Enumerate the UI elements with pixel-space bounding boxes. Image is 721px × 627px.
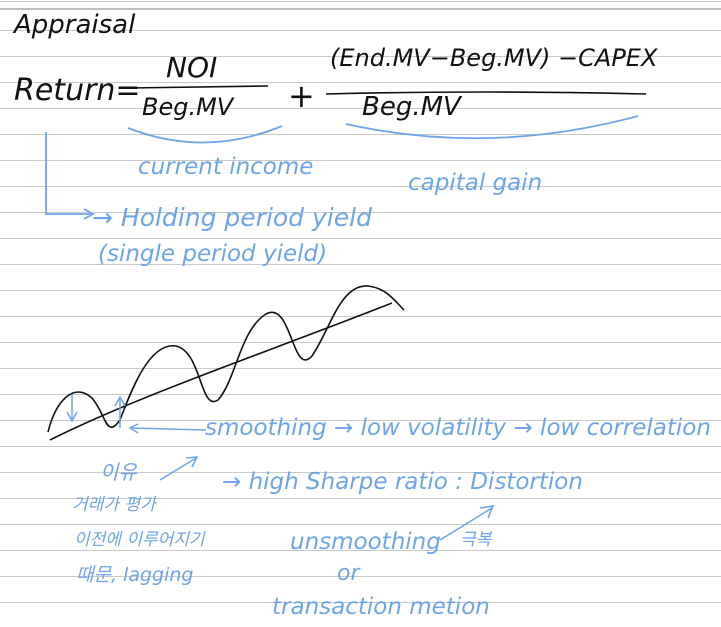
reason-label: 이유 [100, 460, 137, 484]
remedy-korean: 극복 [460, 530, 492, 550]
formula-term2-denominator: Beg.MV [362, 92, 461, 122]
trend-line [49, 302, 393, 441]
heading-appraisal: Appraisal [14, 10, 136, 40]
fraction-bar-2 [325, 91, 647, 95]
caption-capital-gain: capital gain [408, 170, 543, 196]
reason-arrow [159, 456, 199, 481]
formula-return-label: Return= [14, 73, 141, 108]
remedy-transaction: transaction metion [272, 594, 490, 620]
reason-line-2: 이전에 이루어지기 [74, 530, 205, 550]
reason-line-1: 거래가 평가 [72, 495, 156, 515]
remedy-unsmoothing: unsmoothing [290, 529, 441, 555]
sharpe-distortion: → high Sharpe ratio : Distortion [222, 469, 583, 495]
fraction-bar-1 [127, 85, 269, 89]
smoothing-effects: smoothing → low volatility → low correla… [205, 415, 711, 441]
single-period-yield: (single period yield) [98, 241, 328, 267]
holding-period-yield: → Holding period yield [92, 203, 372, 232]
return-arrow-line [45, 132, 92, 215]
caption-current-income: current income [138, 154, 314, 180]
underbrace-term2 [345, 115, 639, 140]
oscillating-curve [47, 285, 405, 433]
remedy-or: or [337, 561, 360, 586]
formula-term2-numerator: (End.MV−Beg.MV) −CAPEX [330, 44, 658, 72]
smoothing-pointer [128, 423, 207, 434]
return-arrow-head [83, 208, 95, 220]
formula-term1-denominator: Beg.MV [142, 93, 234, 121]
formula-plus-sign: + [288, 77, 315, 115]
gap-arrow-right [114, 395, 126, 428]
remedy-arrow [439, 504, 495, 541]
page-top-border [0, 8, 721, 10]
reason-line-3: 때문, lagging [76, 564, 194, 586]
underbrace-term1 [127, 125, 283, 144]
gap-arrow-left [66, 394, 78, 423]
formula-term1-numerator: NOI [166, 51, 218, 84]
